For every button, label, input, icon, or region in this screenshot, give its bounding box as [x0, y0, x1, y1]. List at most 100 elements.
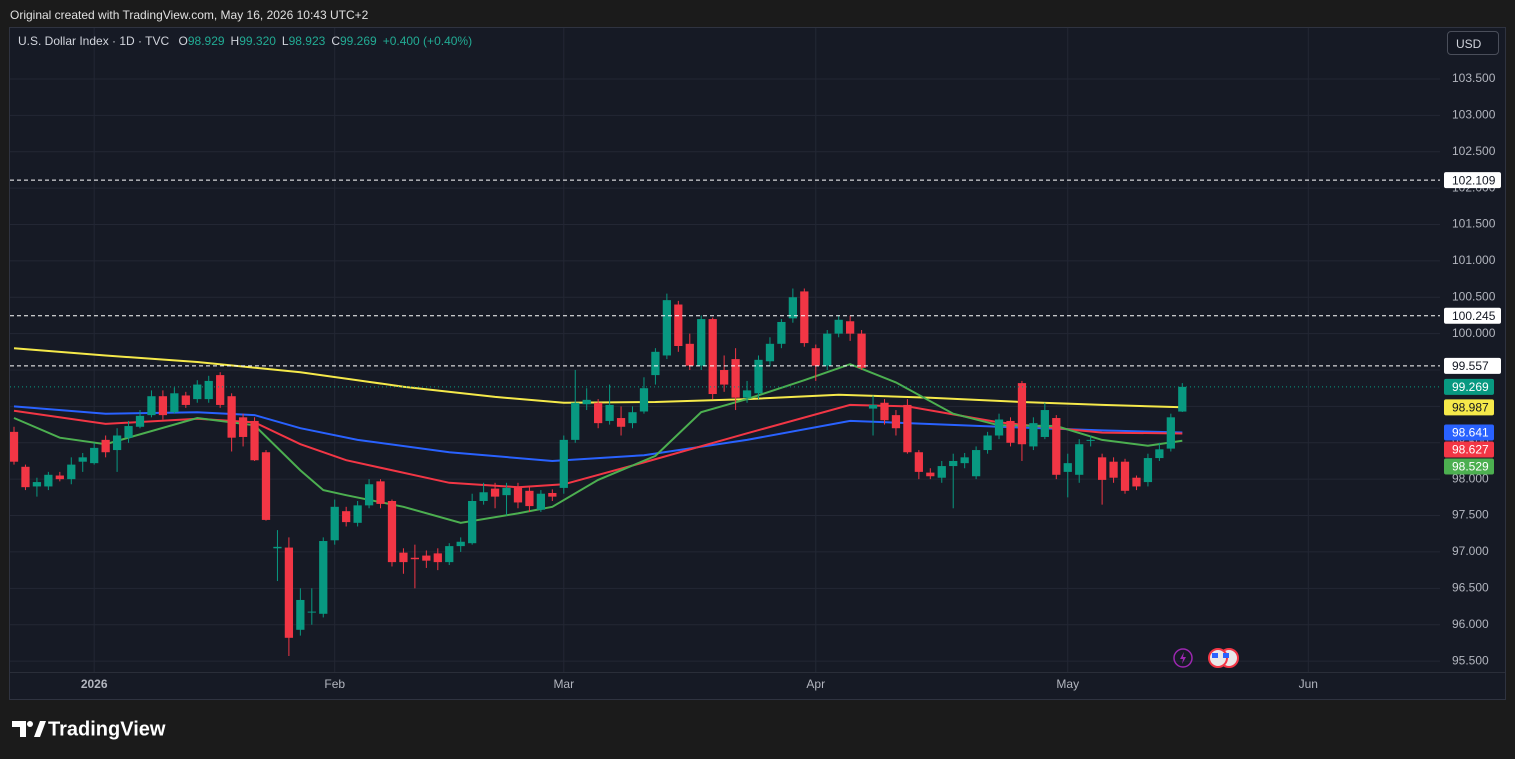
- logo-dot: [27, 721, 33, 727]
- candle-body: [857, 333, 866, 368]
- y-tick-label: 98.000: [1452, 471, 1489, 485]
- currency-button[interactable]: USD: [1447, 31, 1499, 55]
- candle-body: [513, 486, 523, 503]
- candle-body: [273, 546, 282, 549]
- candle-body: [158, 396, 168, 416]
- candle-body: [834, 319, 843, 334]
- candle-body: [1155, 449, 1164, 459]
- candle-body: [112, 435, 122, 451]
- legend: U.S. Dollar Index · 1D · TVC O98.929 H99.…: [18, 34, 472, 48]
- symbol: U.S. Dollar Index · 1D · TVC: [18, 34, 170, 48]
- candle-body: [800, 291, 809, 344]
- candle-body: [685, 343, 694, 366]
- candle-body: [135, 415, 145, 427]
- candle-body: [582, 399, 591, 405]
- candle-body: [811, 348, 820, 366]
- event-icon[interactable]: [1173, 648, 1193, 668]
- logo-mark: [12, 721, 26, 737]
- price-label-box: [1444, 458, 1494, 475]
- candle-body: [628, 412, 637, 424]
- candle-body: [605, 404, 614, 421]
- footer-brand: TradingView: [48, 718, 166, 740]
- candle-body: [204, 380, 213, 400]
- x-tick-label: 2026: [81, 677, 108, 691]
- price-label: 98.529: [1452, 460, 1489, 474]
- legend-value: 98.923: [288, 34, 326, 48]
- y-tick-label: 97.500: [1452, 508, 1489, 522]
- logo-mark: [34, 721, 46, 737]
- candle-body: [559, 439, 568, 488]
- legend-key: L: [281, 34, 289, 48]
- candle-body: [1040, 410, 1049, 437]
- candle-body: [937, 466, 946, 478]
- credit: Original created with TradingView.com, M…: [10, 8, 369, 22]
- candle-body: [1075, 444, 1084, 475]
- candle-body: [949, 460, 958, 467]
- moving-average-line: [13, 405, 1183, 463]
- candle-body: [891, 415, 901, 429]
- candle-body: [616, 418, 626, 427]
- legend-change: +0.400 (+0.40%): [382, 34, 473, 48]
- candle-body: [468, 500, 477, 544]
- candle-body: [32, 482, 42, 487]
- price-label-box: [1444, 357, 1501, 374]
- candle-body: [284, 547, 294, 638]
- candle-body: [1017, 383, 1027, 445]
- candle-body: [479, 492, 488, 501]
- candle-body: [1029, 423, 1038, 447]
- candle-body: [708, 319, 717, 395]
- candle-body: [1120, 461, 1130, 491]
- flag-canton: [1223, 653, 1229, 658]
- candle-body: [868, 404, 878, 409]
- overlay: 95.500 96.000 96.500 97.000 97.500 98.00098.5…: [10, 71, 1505, 691]
- candle-body: [1063, 463, 1072, 472]
- candle-body: [353, 505, 362, 523]
- x-tick-label: Jun: [1299, 677, 1318, 691]
- candle-body: [1132, 477, 1141, 487]
- price-label: 98.641: [1452, 426, 1489, 440]
- candle-body: [960, 457, 969, 464]
- candle-body: [777, 321, 786, 344]
- candle-body: [1097, 457, 1107, 480]
- candle-body: [972, 450, 981, 477]
- event-icon-bolt: [1180, 652, 1186, 664]
- candle-body: [926, 472, 935, 477]
- candle-body: [1086, 439, 1095, 441]
- candle-body: [1052, 418, 1061, 475]
- price-label-box: [1444, 378, 1494, 395]
- candle-body: [697, 319, 706, 366]
- candle-body: [983, 435, 992, 451]
- y-tick-label: 103.000: [1452, 107, 1496, 121]
- candle-body: [78, 457, 87, 462]
- candle-body: [90, 447, 99, 464]
- candle-body: [342, 511, 351, 523]
- candle-body: [170, 393, 179, 413]
- candle-body: [880, 402, 889, 421]
- candle-body: [445, 546, 454, 563]
- candle-body: [227, 396, 236, 438]
- candle-body: [193, 384, 202, 400]
- candle-body: [571, 402, 580, 440]
- candle-body: [594, 402, 603, 424]
- price-label-box: [1444, 441, 1494, 458]
- x-tick-label: May: [1056, 677, 1079, 691]
- candle-body: [216, 375, 225, 405]
- candle-body: [1006, 420, 1015, 443]
- price-label: 100.245: [1452, 309, 1496, 323]
- candle-body: [44, 474, 53, 487]
- candle-body: [525, 490, 534, 507]
- legend-value: 98.929: [187, 34, 225, 48]
- candles: [10, 288, 1187, 656]
- candle-body: [238, 417, 248, 437]
- x-tick-label: Feb: [324, 677, 345, 691]
- candle-body: [456, 541, 465, 547]
- candle-body: [410, 557, 420, 560]
- price-label: 99.557: [1452, 359, 1489, 373]
- candle-body: [296, 599, 305, 630]
- candle-body: [536, 493, 546, 510]
- candle-body: [1166, 417, 1175, 449]
- candle-body: [1143, 458, 1153, 483]
- y-tick-label: 101.000: [1452, 253, 1496, 267]
- candle-body: [674, 304, 683, 346]
- y-tick-label: 100.000: [1452, 326, 1496, 340]
